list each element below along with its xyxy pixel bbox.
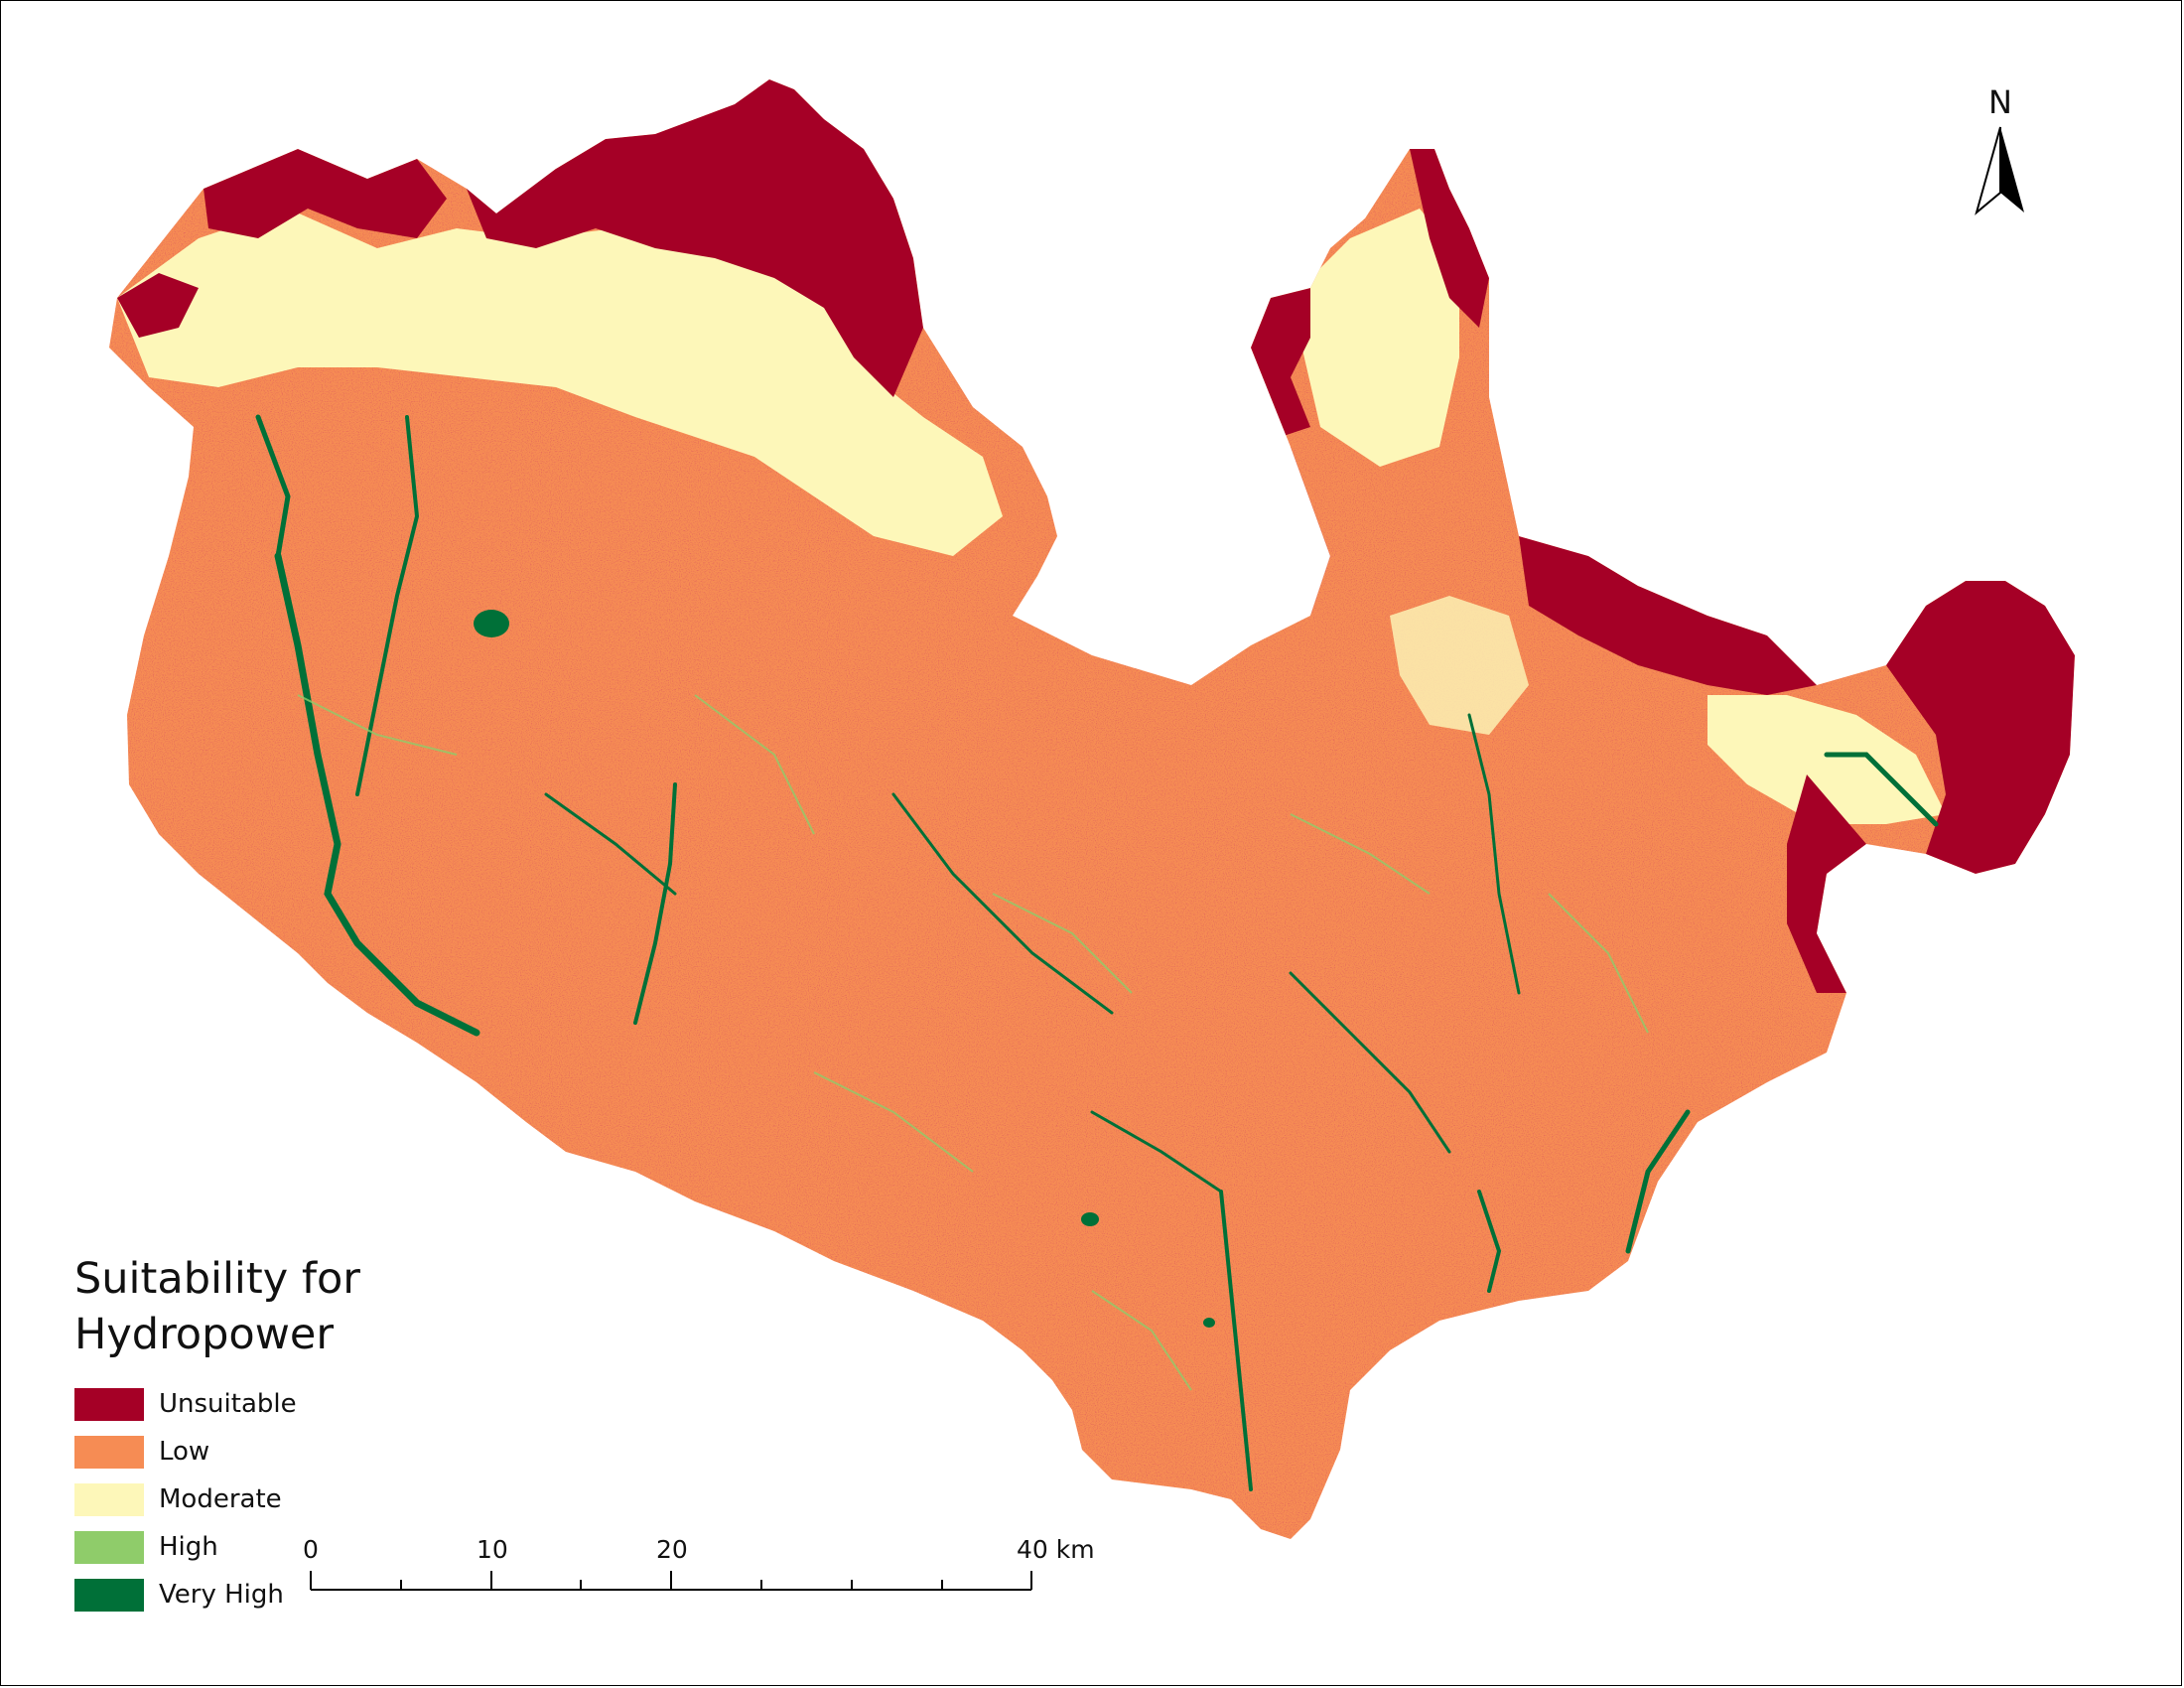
legend-label: Very High	[159, 1580, 284, 1610]
region-unsuitable	[1519, 536, 1817, 695]
scale-label-20: 20	[656, 1535, 688, 1564]
region-unsuitable	[467, 79, 923, 397]
region-moderate	[117, 209, 1003, 556]
legend-item-low: Low	[74, 1428, 392, 1476]
minor-streams	[297, 694, 1649, 1391]
legend-swatch	[74, 1578, 144, 1612]
legend-title-line1: Suitability for	[74, 1254, 360, 1304]
scale-label-10: 10	[477, 1535, 508, 1564]
legend-title-line2: Hydropower	[74, 1310, 335, 1359]
scale-label-0: 0	[303, 1535, 319, 1564]
legend-swatch	[74, 1482, 144, 1516]
legend-label: Unsuitable	[159, 1389, 297, 1419]
legend-item-very-high: Very High	[74, 1571, 392, 1618]
legend-label: Low	[159, 1437, 210, 1467]
region-moderate	[1707, 695, 1946, 824]
region-unsuitable	[1886, 581, 2075, 874]
scale-label-40-km: 40 km	[1017, 1535, 1095, 1564]
region-unsuitable	[117, 273, 199, 338]
legend-swatch	[74, 1530, 144, 1564]
legend-item-unsuitable: Unsuitable	[74, 1380, 392, 1428]
north-label: N	[1988, 83, 2012, 121]
north-arrow: N	[1971, 83, 2030, 217]
region-unsuitable	[1787, 774, 1866, 993]
legend-swatch	[74, 1387, 144, 1421]
legend-label: Moderate	[159, 1484, 282, 1514]
legend-swatch	[74, 1435, 144, 1469]
region-moderate	[1291, 209, 1459, 467]
region-moderate	[1390, 596, 1529, 735]
legend-label: High	[159, 1532, 218, 1562]
legend-item-high: High	[74, 1523, 392, 1571]
legend: Suitability for Hydropower Unsuitable Lo…	[74, 1251, 392, 1618]
region-unsuitable	[1410, 149, 1489, 328]
region-unsuitable	[204, 149, 447, 238]
very-high-patches	[474, 610, 1215, 1328]
legend-item-moderate: Moderate	[74, 1476, 392, 1523]
river-network	[255, 414, 1939, 1491]
north-arrow-icon	[1975, 126, 2024, 215]
legend-title: Suitability for Hydropower	[74, 1251, 392, 1362]
